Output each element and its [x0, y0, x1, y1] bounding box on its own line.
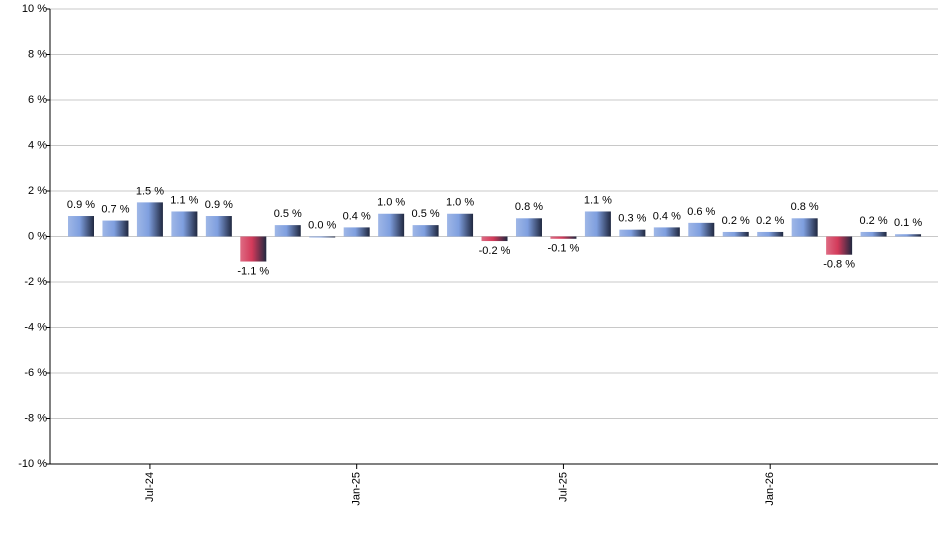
data-label: 0.3 %	[618, 213, 646, 225]
bar	[412, 225, 439, 237]
bar	[653, 227, 680, 237]
bar	[895, 234, 922, 237]
data-label: -0.2 %	[479, 245, 511, 257]
bar	[378, 213, 405, 237]
bar	[688, 222, 715, 237]
data-label: 0.9 %	[67, 199, 95, 211]
bar	[791, 218, 818, 237]
bar	[274, 225, 301, 237]
data-label: 0.2 %	[756, 215, 784, 227]
bar	[860, 231, 887, 237]
bar	[619, 229, 646, 237]
data-label: 1.1 %	[170, 194, 198, 206]
data-label: 0.5 %	[412, 208, 440, 220]
data-label: 1.0 %	[446, 197, 474, 209]
bar	[550, 236, 577, 239]
data-label: 1.5 %	[136, 185, 164, 197]
data-label: 0.8 %	[515, 201, 543, 213]
y-tick-label: -2 %	[24, 276, 47, 288]
data-label: 0.4 %	[343, 210, 371, 222]
data-label: 0.6 %	[687, 206, 715, 218]
bar	[584, 211, 611, 237]
bar	[102, 220, 129, 237]
data-label: 0.9 %	[205, 199, 233, 211]
bar	[171, 211, 198, 237]
data-label: 1.0 %	[377, 197, 405, 209]
bar	[515, 218, 542, 237]
data-label: -0.1 %	[548, 243, 580, 255]
bar	[447, 213, 474, 237]
bar	[205, 216, 232, 237]
y-tick-label: -10 %	[18, 458, 47, 470]
bar	[136, 202, 163, 237]
bar	[826, 236, 853, 255]
y-tick-label: 6 %	[28, 94, 47, 106]
data-label: -0.8 %	[823, 259, 855, 271]
bar	[68, 216, 94, 237]
y-tick-label: -8 %	[24, 412, 47, 424]
bar	[757, 231, 784, 237]
bar	[722, 231, 749, 237]
data-label: 0.8 %	[791, 201, 819, 213]
data-label: 1.1 %	[584, 194, 612, 206]
data-label: 0.5 %	[274, 208, 302, 220]
data-label: 0.0 %	[308, 219, 336, 231]
bar	[240, 236, 267, 262]
x-tick-label: Jul-24	[144, 472, 156, 502]
x-tick-label: Jan-25	[351, 472, 363, 506]
bar	[481, 236, 508, 242]
y-tick-label: 0 %	[28, 230, 47, 242]
y-tick-label: 4 %	[28, 139, 47, 151]
data-label: 0.7 %	[101, 203, 129, 215]
data-label: -1.1 %	[237, 265, 269, 277]
y-tick-label: 8 %	[28, 48, 47, 60]
bar	[343, 227, 370, 237]
y-tick-label: -4 %	[24, 321, 47, 333]
data-label: 0.1 %	[894, 217, 922, 229]
y-tick-label: -6 %	[24, 367, 47, 379]
data-label: 0.2 %	[860, 215, 888, 227]
data-label: 0.2 %	[722, 215, 750, 227]
x-tick-label: Jul-25	[557, 472, 569, 502]
x-tick-label: Jan-26	[764, 472, 776, 506]
y-tick-label: 10 %	[22, 3, 47, 15]
y-tick-label: 2 %	[28, 185, 47, 197]
data-label: 0.4 %	[653, 210, 681, 222]
bar	[309, 236, 336, 238]
